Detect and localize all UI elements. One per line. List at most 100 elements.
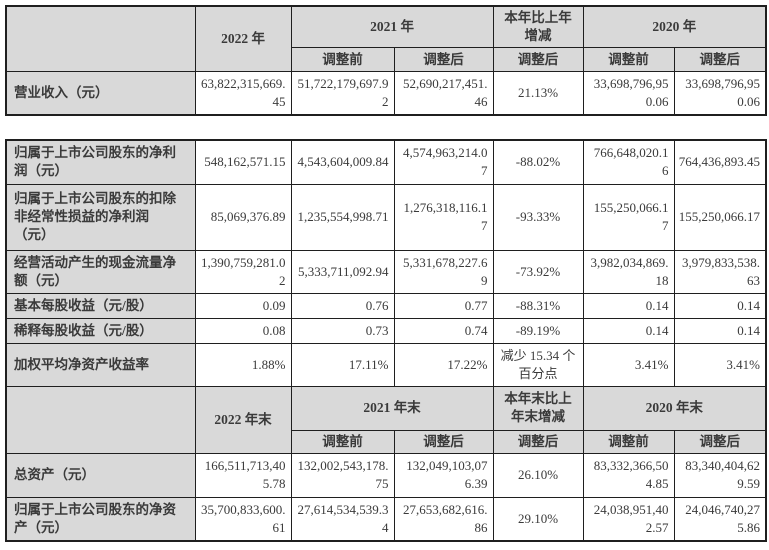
header-adj-after-2021-end: 调整后 <box>393 429 494 454</box>
cell-change: 26.10% <box>492 452 584 498</box>
header-yearend-2020: 2020 年末 <box>582 385 767 431</box>
annual-revenue-table: 2022 年 2021 年 本年比上年增减 2020 年 调整前 调整后 调整后… <box>5 5 767 116</box>
cell-2021-after: 27,653,682,616.86 <box>393 496 494 541</box>
cell-2021-before: 4,543,604,009.84 <box>290 139 395 185</box>
cell-change: -89.19% <box>492 317 584 344</box>
cell-2020-after: 33,698,796,950.06 <box>673 71 767 116</box>
cell-2021-after: 4,574,963,214.07 <box>393 139 494 185</box>
table-row-weighted-avg-roe: 加权平均净资产收益率 1.88% 17.11% 17.22% 减少 15.34 … <box>5 342 767 387</box>
cell-change: -73.92% <box>492 249 584 294</box>
table-row-operating-cash-flow: 经营活动产生的现金流量净额（元） 1,390,759,281.02 5,333,… <box>5 249 767 294</box>
cell-2020-before: 24,038,951,402.57 <box>582 496 675 541</box>
header-adj-before-2021-end: 调整前 <box>290 429 395 454</box>
cell-2021-after: 5,331,678,227.69 <box>393 249 494 294</box>
cell-change: -88.31% <box>492 292 584 319</box>
row-label: 总资产（元） <box>5 452 196 498</box>
row-label: 经营活动产生的现金流量净额（元） <box>5 249 196 294</box>
cell-2022: 548,162,571.15 <box>194 139 292 185</box>
header-adj-before-2020-end: 调整前 <box>582 429 675 454</box>
table-row-diluted-eps: 稀释每股收益（元/股） 0.08 0.73 0.74 -89.19% 0.14 … <box>5 317 767 344</box>
row-label: 归属于上市公司股东的净利润（元） <box>5 139 196 185</box>
table-row-net-assets: 归属于上市公司股东的净资产（元） 35,700,833,600.61 27,61… <box>5 496 767 541</box>
cell-2020-before: 0.14 <box>582 292 675 319</box>
header-yoy-change: 本年比上年增减 <box>492 5 584 48</box>
table-row-basic-eps: 基本每股收益（元/股） 0.09 0.76 0.77 -88.31% 0.14 … <box>5 292 767 319</box>
cell-2021-after: 1,276,318,116.17 <box>393 183 494 251</box>
header-year-2021: 2021 年 <box>290 5 494 48</box>
cell-2022: 1.88% <box>194 342 292 387</box>
header-year-2022: 2022 年 <box>194 5 292 72</box>
header-row-yearend: 2022 年末 2021 年末 本年末比上年末增减 2020 年末 <box>5 385 767 454</box>
row-label: 归属于上市公司股东的净资产（元） <box>5 496 196 541</box>
cell-2020-after: 24,046,740,275.86 <box>673 496 767 541</box>
cell-2021-before: 0.73 <box>290 317 395 344</box>
cell-2022: 1,390,759,281.02 <box>194 249 292 294</box>
header-adj-before-2020: 调整前 <box>582 47 675 72</box>
cell-2020-before: 3.41% <box>582 342 675 387</box>
header-adj-before-2021: 调整前 <box>290 47 395 72</box>
cell-change: -88.02% <box>492 139 584 185</box>
row-label: 营业收入（元） <box>5 71 196 116</box>
cell-2022: 0.08 <box>194 317 292 344</box>
cell-2021-after: 0.74 <box>393 317 494 344</box>
header-year-2020: 2020 年 <box>582 5 767 48</box>
cell-2021-before: 132,002,543,178.75 <box>290 452 395 498</box>
cell-2022: 166,511,713,405.78 <box>194 452 292 498</box>
header-row-adjust: 调整前 调整后 调整后 调整前 调整后 <box>6 47 767 72</box>
cell-2020-before: 3,982,034,869.18 <box>582 249 675 294</box>
cell-2020-after: 3.41% <box>673 342 767 387</box>
cell-2022: 0.09 <box>194 292 292 319</box>
cell-2020-before: 155,250,066.17 <box>582 183 675 251</box>
cell-2020-after: 3,979,833,538.63 <box>673 249 767 294</box>
cell-2021-after: 0.77 <box>393 292 494 319</box>
header-yearend-2021: 2021 年末 <box>290 385 494 431</box>
cell-change: 29.10% <box>492 496 584 541</box>
table-row-revenue: 营业收入（元） 63,822,315,669.45 51,722,179,697… <box>5 71 767 116</box>
cell-2021-after: 132,049,103,076.39 <box>393 452 494 498</box>
cell-2021-after: 52,690,217,451.46 <box>393 71 494 116</box>
table-row-net-profit: 归属于上市公司股东的净利润（元） 548,162,571.15 4,543,60… <box>5 139 767 185</box>
row-label: 稀释每股收益（元/股） <box>5 317 196 344</box>
table-row-net-profit-excl-nonrecurring: 归属于上市公司股东的扣除非经常性损益的净利润（元） 85,069,376.89 … <box>5 183 767 251</box>
table-gap <box>5 116 765 139</box>
cell-2022: 35,700,833,600.61 <box>194 496 292 541</box>
cell-2020-after: 0.14 <box>673 292 767 319</box>
header-yearend-change: 本年末比上年末增减 <box>492 385 584 431</box>
cell-2021-before: 5,333,711,092.94 <box>290 249 395 294</box>
row-label: 加权平均净资产收益率 <box>5 342 196 387</box>
cell-change: 减少 15.34 个百分点 <box>492 342 584 387</box>
cell-2020-before: 766,648,020.16 <box>582 139 675 185</box>
cell-2022: 85,069,376.89 <box>194 183 292 251</box>
table-row-total-assets: 总资产（元） 166,511,713,405.78 132,002,543,17… <box>5 452 767 498</box>
header-adj-after-2021: 调整后 <box>393 47 494 72</box>
cell-2021-before: 1,235,554,998.71 <box>290 183 395 251</box>
cell-2020-after: 155,250,066.17 <box>673 183 767 251</box>
header-row-yearend-adjust: 调整前 调整后 调整后 调整前 调整后 <box>6 429 767 454</box>
row-label: 归属于上市公司股东的扣除非经常性损益的净利润（元） <box>5 183 196 251</box>
header-empty-cell-yearend <box>5 385 196 454</box>
cell-2020-before: 83,332,366,504.85 <box>582 452 675 498</box>
header-adj-after-change-end: 调整后 <box>492 429 584 454</box>
header-row-years: 2022 年 2021 年 本年比上年增减 2020 年 <box>5 5 767 72</box>
cell-2020-after: 0.14 <box>673 317 767 344</box>
cell-change: 21.13% <box>492 71 584 116</box>
header-yearend-2022: 2022 年末 <box>194 385 292 454</box>
header-adj-after-2020: 调整后 <box>673 47 767 72</box>
cell-2020-before: 0.14 <box>582 317 675 344</box>
row-label: 基本每股收益（元/股） <box>5 292 196 319</box>
cell-change: -93.33% <box>492 183 584 251</box>
header-adj-after-2020-end: 调整后 <box>673 429 767 454</box>
cell-2021-before: 0.76 <box>290 292 395 319</box>
cell-2021-before: 17.11% <box>290 342 395 387</box>
header-empty-cell <box>5 5 196 72</box>
cell-2020-after: 83,340,404,629.59 <box>673 452 767 498</box>
cell-2020-before: 33,698,796,950.06 <box>582 71 675 116</box>
header-adj-after-change: 调整后 <box>492 47 584 72</box>
profit-and-balance-table: 归属于上市公司股东的净利润（元） 548,162,571.15 4,543,60… <box>5 139 767 542</box>
cell-2021-after: 17.22% <box>393 342 494 387</box>
cell-2022: 63,822,315,669.45 <box>194 71 292 116</box>
cell-2021-before: 27,614,534,539.34 <box>290 496 395 541</box>
cell-2020-after: 764,436,893.45 <box>673 139 767 185</box>
cell-2021-before: 51,722,179,697.92 <box>290 71 395 116</box>
